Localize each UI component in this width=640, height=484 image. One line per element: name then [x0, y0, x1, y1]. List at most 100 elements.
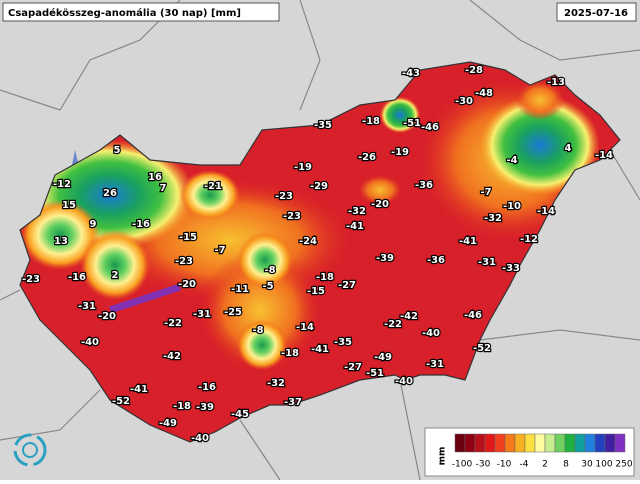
legend-label: 30 — [581, 460, 593, 470]
station-value: -39 — [196, 402, 214, 413]
station-value: -10 — [503, 201, 521, 212]
station-value: -15 — [307, 286, 325, 297]
legend-label: -30 — [476, 460, 491, 470]
station-value: -19 — [391, 147, 409, 158]
date-box — [556, 2, 637, 22]
station-value: -28 — [465, 65, 483, 76]
legend-swatch — [454, 433, 466, 453]
station-value: -11 — [231, 284, 249, 295]
station-value: -46 — [464, 310, 482, 321]
station-value: -23 — [283, 211, 301, 222]
station-value: -32 — [267, 378, 285, 389]
station-value: -30 — [455, 96, 473, 107]
station-value: -23 — [22, 274, 40, 285]
station-value: -8 — [252, 325, 263, 336]
station-value: 7 — [160, 183, 167, 194]
station-value: -18 — [362, 116, 380, 127]
station-value: -14 — [296, 322, 314, 333]
station-value: -18 — [316, 272, 334, 283]
station-value: 15 — [62, 200, 76, 211]
station-value: -19 — [294, 162, 312, 173]
station-value: -49 — [159, 418, 177, 429]
station-value: -24 — [299, 236, 317, 247]
legend-label: -4 — [520, 460, 529, 470]
station-value: -7 — [480, 187, 491, 198]
station-value: -43 — [402, 68, 420, 79]
date: 2025-07-16 — [564, 8, 628, 19]
legend-swatch — [604, 433, 616, 453]
station-value: -26 — [358, 152, 376, 163]
station-value: -48 — [475, 88, 493, 99]
station-value: -27 — [338, 280, 356, 291]
station-value: 2 — [112, 270, 119, 281]
station-value: -35 — [314, 120, 332, 131]
legend-swatch — [584, 433, 596, 453]
station-value: -23 — [175, 256, 193, 267]
legend-label: 250 — [615, 460, 632, 470]
legend-swatch — [554, 433, 566, 453]
station-value: -40 — [81, 337, 99, 348]
station-value: -23 — [275, 191, 293, 202]
station-value: -36 — [427, 255, 445, 266]
station-value: -45 — [231, 409, 249, 420]
station-value: -13 — [547, 77, 565, 88]
legend-swatch — [474, 433, 486, 453]
station-value: -8 — [264, 265, 275, 276]
station-value: -36 — [415, 180, 433, 191]
station-value: -35 — [334, 337, 352, 348]
station-value: -37 — [284, 397, 302, 408]
station-value: -41 — [459, 236, 477, 247]
legend-swatch — [514, 433, 526, 453]
station-value: -29 — [310, 181, 328, 192]
legend-label: 100 — [595, 460, 612, 470]
station-value: -22 — [164, 318, 182, 329]
legend-swatch — [494, 433, 506, 453]
station-value: -12 — [53, 179, 71, 190]
station-value: -18 — [281, 348, 299, 359]
legend-swatch — [484, 433, 496, 453]
station-value: -51 — [403, 118, 421, 129]
station-value: -20 — [178, 279, 196, 290]
legend-swatch — [594, 433, 606, 453]
station-value: -18 — [173, 401, 191, 412]
station-value: -20 — [98, 311, 116, 322]
station-value: -40 — [395, 376, 413, 387]
station-value: -4 — [506, 155, 517, 166]
lake-balaton — [108, 283, 182, 314]
station-value: -33 — [502, 263, 520, 274]
station-value: -40 — [191, 433, 209, 444]
station-value: -22 — [384, 319, 402, 330]
station-value: 13 — [54, 236, 68, 247]
station-value: -27 — [344, 362, 362, 373]
legend-label: 2 — [542, 460, 548, 470]
station-value: -32 — [348, 206, 366, 217]
legend-swatch — [534, 433, 546, 453]
station-value: -42 — [400, 311, 418, 322]
station-value: -52 — [473, 343, 491, 354]
station-value: -49 — [374, 352, 392, 363]
station-value: -12 — [520, 234, 538, 245]
title: Csapadékösszeg-anomália (30 nap) [mm] — [8, 7, 241, 19]
station-value: -31 — [193, 309, 211, 320]
legend-swatch — [574, 433, 586, 453]
station-value: -31 — [478, 257, 496, 268]
station-value: -31 — [78, 301, 96, 312]
station-value: -16 — [132, 219, 150, 230]
station-value: -46 — [421, 122, 439, 133]
station-value: -25 — [224, 307, 242, 318]
station-value: -41 — [130, 384, 148, 395]
station-value: -14 — [537, 206, 555, 217]
title-box — [2, 2, 280, 22]
legend-swatch — [564, 433, 576, 453]
legend-unit: mm — [438, 447, 448, 466]
legend-swatch — [544, 433, 556, 453]
station-value: -32 — [484, 213, 502, 224]
station-value: -5 — [262, 281, 273, 292]
station-value: -16 — [68, 272, 86, 283]
station-value: -52 — [112, 396, 130, 407]
legend-label: 8 — [563, 460, 569, 470]
logo — [13, 433, 47, 467]
station-value: 4 — [565, 143, 572, 154]
